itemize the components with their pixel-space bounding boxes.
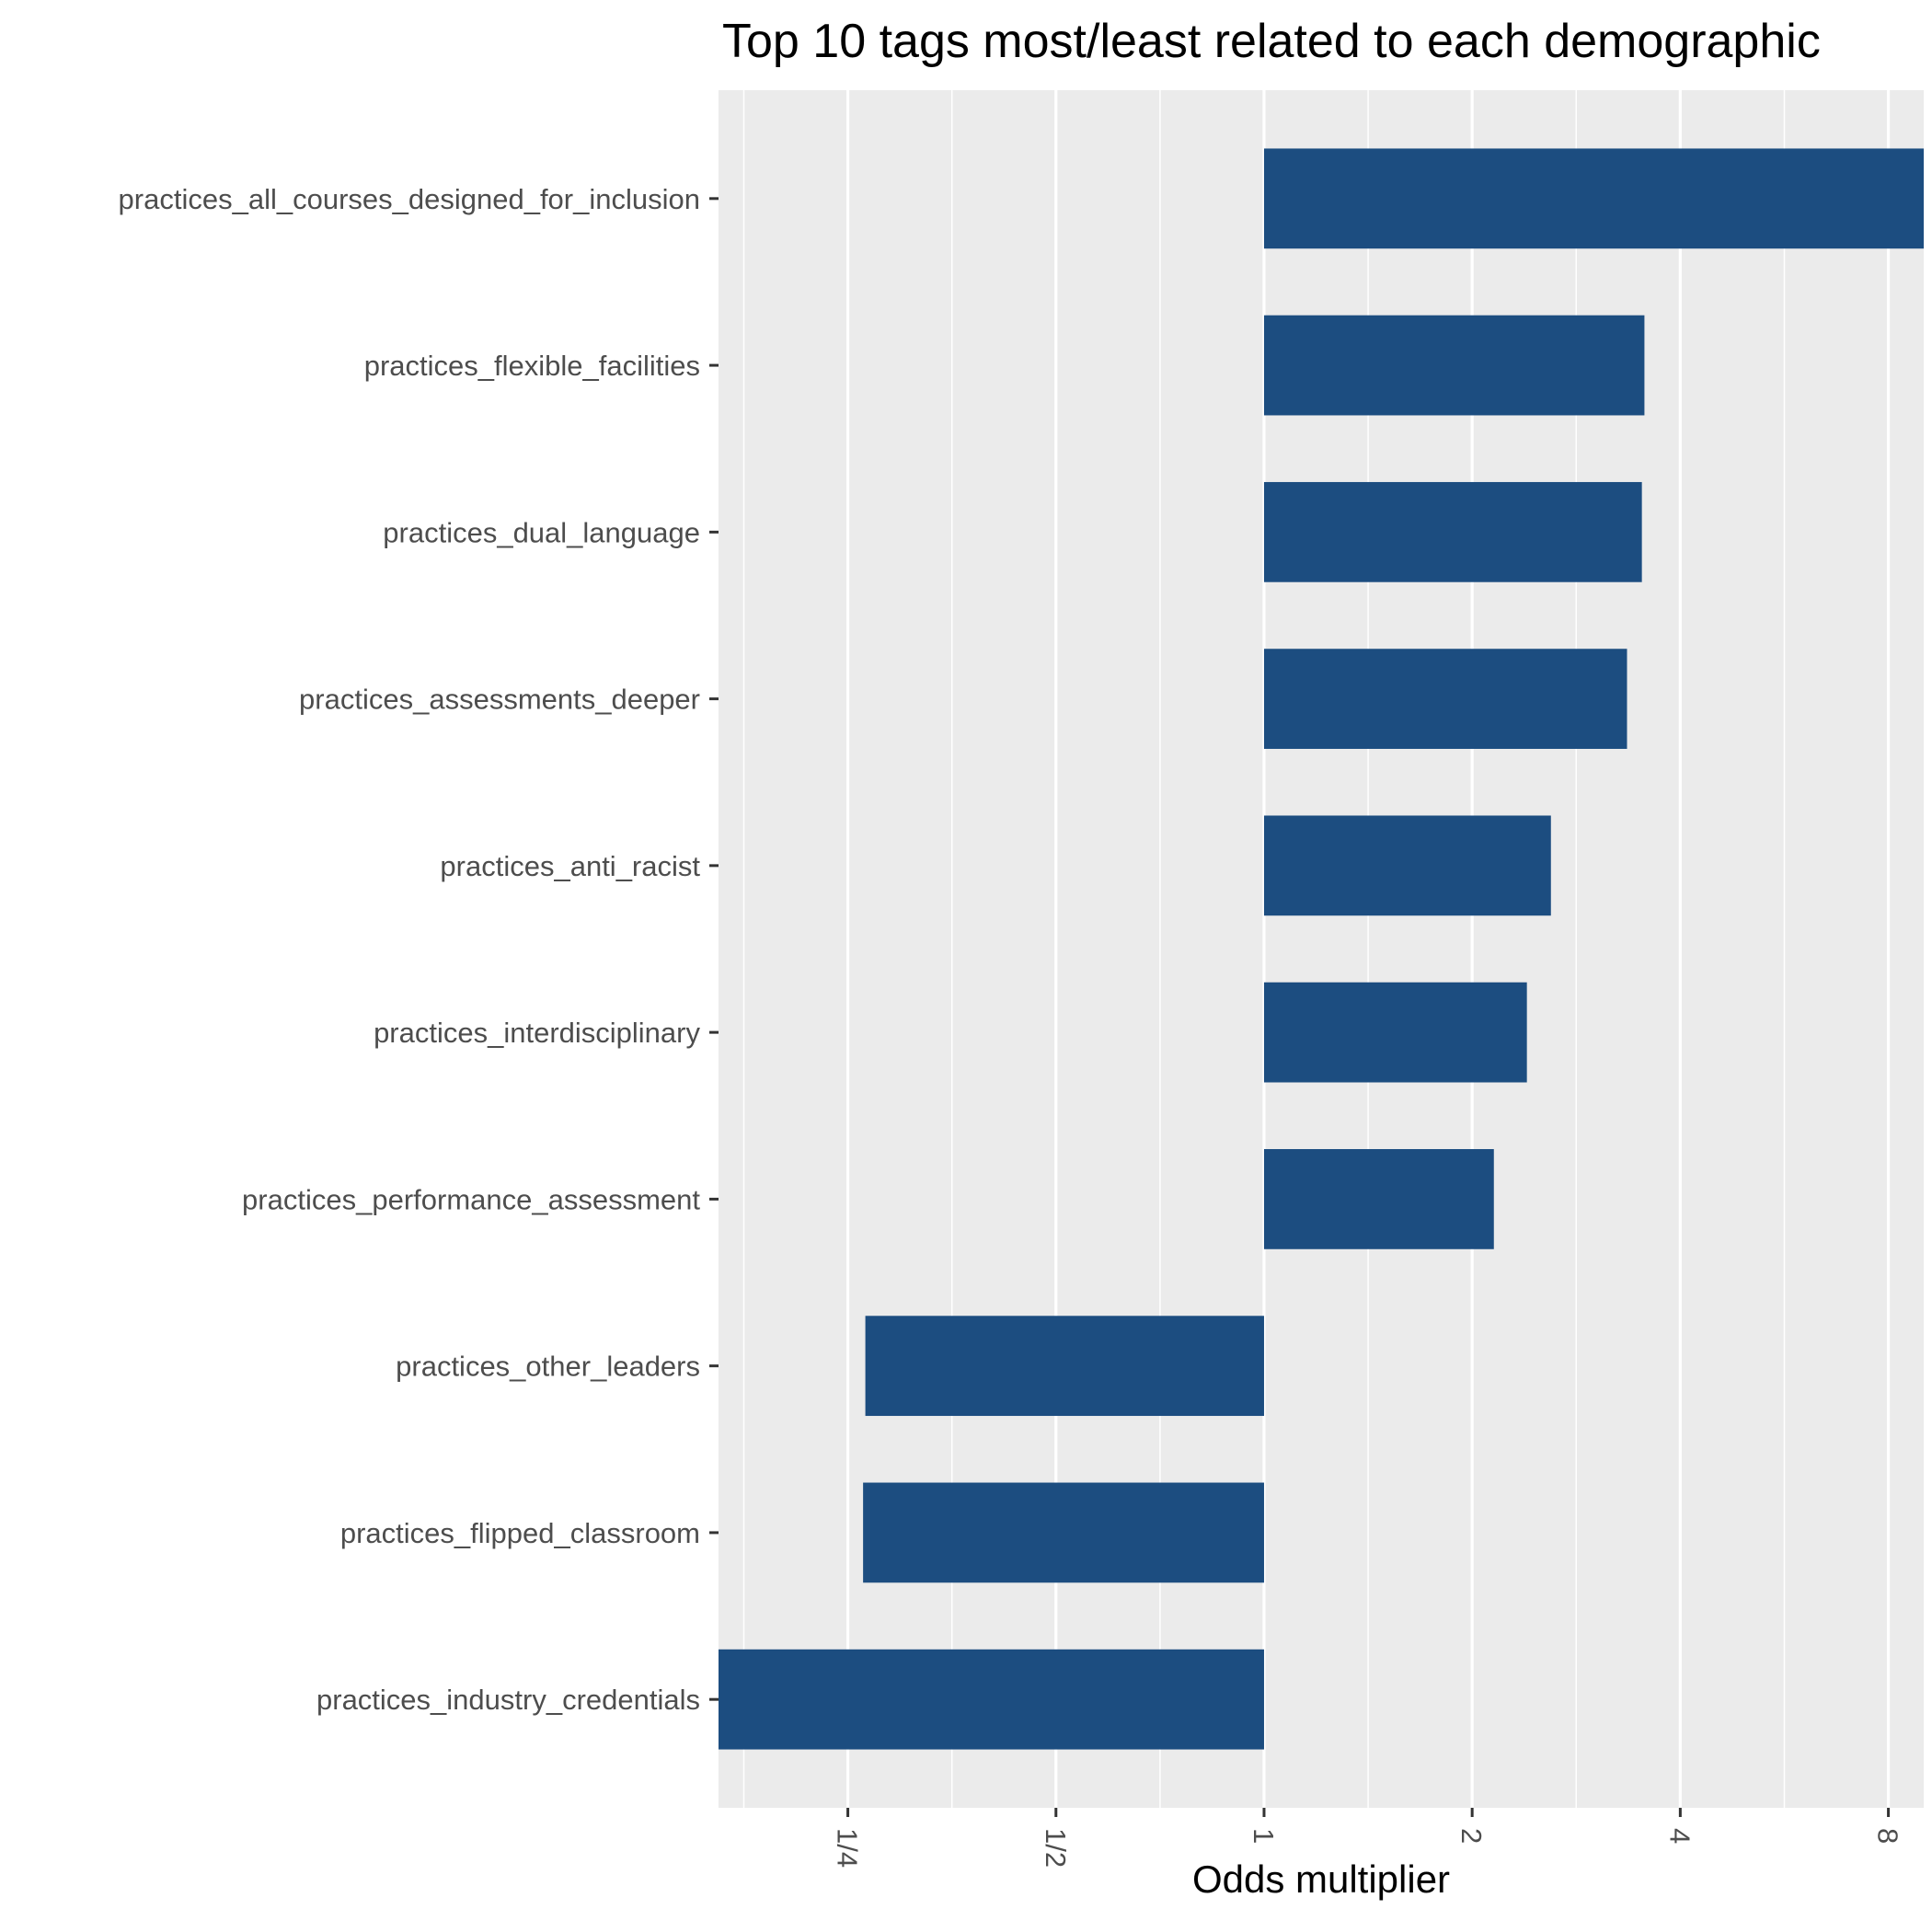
x-tick-label: 2 bbox=[1455, 1828, 1488, 1844]
x-axis: 1/4 1/2 1 2 4 8 bbox=[832, 1808, 1904, 1868]
x-tick-label: 1 bbox=[1248, 1828, 1280, 1844]
y-tick-label: practices_flexible_facilities bbox=[364, 350, 700, 382]
y-axis: practices_all_courses_designed_for_inclu… bbox=[119, 183, 719, 1716]
chart-title: Top 10 tags most/least related to each d… bbox=[722, 15, 1821, 68]
y-tick-label: practices_other_leaders bbox=[396, 1351, 700, 1383]
y-tick-label: practices_dual_language bbox=[383, 516, 700, 548]
bar bbox=[1263, 148, 1924, 249]
bar bbox=[719, 1649, 1264, 1750]
bar bbox=[1263, 982, 1527, 1083]
y-tick-label: practices_interdisciplinary bbox=[374, 1017, 700, 1049]
y-tick-label: practices_performance_assessment bbox=[242, 1183, 700, 1215]
bar bbox=[1263, 815, 1551, 916]
x-axis-title: Odds multiplier bbox=[1192, 1857, 1450, 1901]
bar bbox=[865, 1316, 1264, 1417]
bar bbox=[1263, 1149, 1494, 1249]
bar bbox=[1263, 649, 1627, 749]
bar bbox=[1263, 481, 1642, 582]
x-tick-label: 1/4 bbox=[832, 1828, 864, 1868]
y-tick-label: practices_industry_credentials bbox=[316, 1684, 700, 1716]
y-tick-label: practices_anti_racist bbox=[440, 850, 700, 882]
bar bbox=[1263, 315, 1645, 416]
y-tick-label: practices_all_courses_designed_for_inclu… bbox=[119, 183, 700, 215]
y-tick-label: practices_assessments_deeper bbox=[299, 684, 700, 716]
bar bbox=[863, 1482, 1264, 1583]
x-tick-label: 4 bbox=[1663, 1828, 1696, 1844]
x-tick-label: 8 bbox=[1872, 1828, 1904, 1844]
x-tick-label: 1/2 bbox=[1040, 1828, 1072, 1868]
bars bbox=[719, 148, 1924, 1750]
y-tick-label: practices_flipped_classroom bbox=[340, 1517, 700, 1549]
